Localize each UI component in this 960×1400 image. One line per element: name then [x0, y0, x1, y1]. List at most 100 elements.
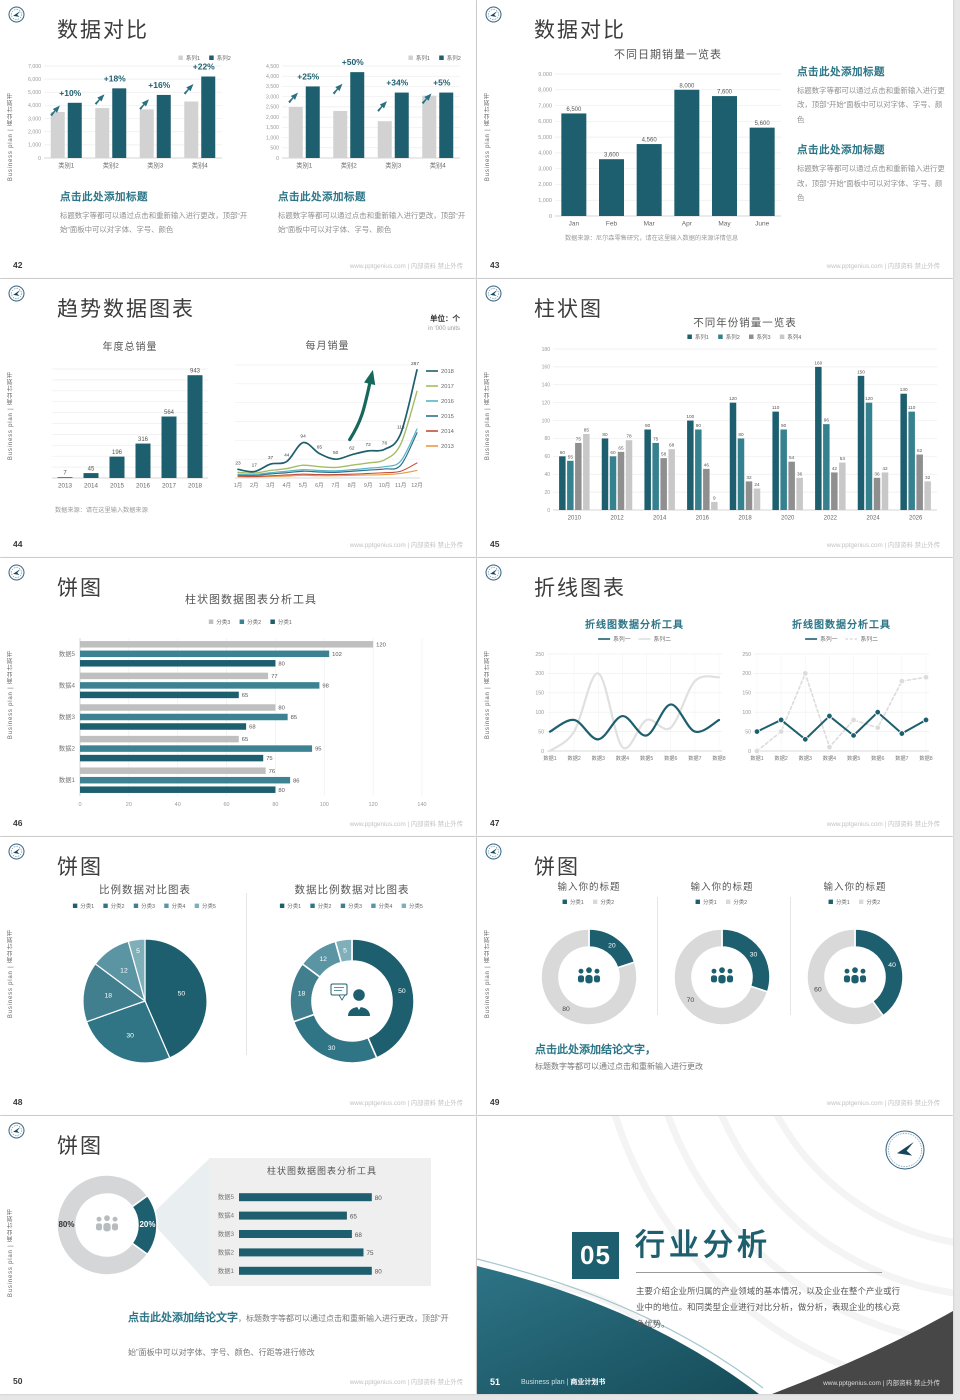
- svg-text:100: 100: [542, 418, 551, 424]
- donut-chart-40: 输入你的标题 分类1 分类2 40 60: [787, 877, 923, 1037]
- svg-text:2022: 2022: [824, 516, 838, 522]
- svg-text:80: 80: [602, 432, 608, 437]
- svg-text:输入你的标题: 输入你的标题: [690, 881, 753, 893]
- site-footer: www.pptgenius.com | 内部资料 禁止外传: [823, 1380, 940, 1387]
- svg-text:200: 200: [535, 671, 544, 677]
- svg-text:数据2: 数据2: [775, 754, 788, 762]
- svg-text:数据1: 数据1: [59, 775, 76, 784]
- page-number: 44: [13, 539, 23, 549]
- site-footer: www.pptgenius.com | 内部资料 禁止外传: [349, 1100, 463, 1107]
- svg-text:150: 150: [857, 369, 865, 374]
- svg-text:2015: 2015: [110, 483, 125, 490]
- svg-text:200: 200: [742, 671, 751, 677]
- svg-text:2016: 2016: [441, 399, 454, 405]
- horizontal-grouped-bar-chart: 柱状图数据图表分析工具 0 20 40 60 80 100 120 140 120 102 80 数据5…: [46, 590, 448, 812]
- svg-text:30: 30: [750, 951, 758, 958]
- svg-text:系列1: 系列1: [416, 54, 430, 62]
- slide-46[interactable]: Business plan | 商业计划书 饼图 柱状图数据图表分析工具 0 20 4…: [0, 558, 476, 836]
- svg-text:分类3: 分类3: [216, 618, 230, 626]
- slide-42[interactable]: Business plan | 商业计划书 数据对比 0 1,000 2,000 3,…: [0, 0, 476, 278]
- svg-text:分类1: 分类1: [278, 618, 292, 626]
- svg-text:5,600: 5,600: [755, 121, 771, 127]
- svg-text:数据8: 数据8: [919, 754, 932, 762]
- university-logo-icon: [485, 285, 502, 302]
- svg-text:18: 18: [104, 993, 112, 1000]
- svg-text:类别3: 类别3: [385, 161, 402, 170]
- monthly-sales-bar-chart: 不同日期销量一览表 0 1,000 2,000 3,000 4,000 5,000 6,000…: [527, 44, 791, 236]
- svg-text:不同日期销量一览表: 不同日期销量一览表: [614, 47, 722, 61]
- data-source-note: 数据来源：尼尔森零售研究，请在这里输入数据的来源详情信息: [565, 235, 739, 242]
- svg-text:160: 160: [542, 365, 551, 371]
- svg-text:2017: 2017: [441, 384, 454, 390]
- svg-text:100: 100: [535, 710, 544, 716]
- svg-text:+50%: +50%: [342, 57, 364, 67]
- svg-text:数据8: 数据8: [712, 754, 725, 762]
- svg-text:3,600: 3,600: [604, 153, 620, 159]
- svg-text:500: 500: [270, 146, 279, 152]
- svg-text:17: 17: [252, 463, 258, 469]
- svg-text:2018: 2018: [188, 483, 203, 490]
- svg-text:160: 160: [814, 360, 822, 365]
- svg-text:系列4: 系列4: [787, 333, 801, 341]
- slide-47[interactable]: Business plan | 商业计划书 折线图表 折线图数据分析工具 0 50 1…: [477, 558, 953, 836]
- grouped-bar-chart-left: 0 1,000 2,000 3,000 4,000 5,000 6,000 7,000 类别1 +…: [14, 50, 236, 172]
- svg-text:7,000: 7,000: [538, 103, 552, 109]
- svg-text:+10%: +10%: [59, 88, 81, 98]
- svg-text:输入你的标题: 输入你的标题: [557, 881, 620, 893]
- svg-text:70: 70: [687, 997, 695, 1004]
- section-body: 主要介绍企业所归属的产业领域的基本情况，以及企业在整个产业或行业中的地位。和同类…: [636, 1286, 900, 1329]
- svg-text:9: 9: [713, 495, 716, 500]
- svg-text:53: 53: [840, 456, 846, 461]
- donut-chart-30: 输入你的标题 分类1 分类2 30 70: [654, 877, 790, 1037]
- svg-text:564: 564: [164, 410, 175, 416]
- svg-text:3,000: 3,000: [538, 166, 552, 172]
- section-title: 行业分析: [635, 1229, 771, 1262]
- svg-text:12月: 12月: [411, 482, 423, 489]
- slide-48[interactable]: Business plan | 商业计划书 饼图 比例数据对比图表 分类1 分类2 分…: [0, 837, 476, 1115]
- svg-text:4,000: 4,000: [538, 151, 552, 157]
- slide-title: 数据对比: [57, 19, 149, 42]
- svg-text:5: 5: [343, 948, 347, 955]
- data-source-note: 数据来源：请在这里输入数据来源: [55, 507, 148, 514]
- sidebar-vertical-text: Business plan | 商业计划书: [485, 92, 491, 182]
- svg-text:系列2: 系列2: [726, 333, 740, 341]
- svg-text:40: 40: [175, 802, 181, 808]
- svg-text:80: 80: [278, 706, 284, 712]
- svg-text:78: 78: [626, 434, 632, 439]
- svg-text:37: 37: [268, 455, 274, 461]
- svg-text:196: 196: [112, 450, 123, 456]
- svg-text:8,000: 8,000: [538, 88, 552, 94]
- footer-separator: |: [566, 1379, 569, 1386]
- page-number: 50: [13, 1376, 23, 1386]
- divider-background: [477, 1116, 953, 1394]
- svg-text:Feb: Feb: [606, 221, 618, 228]
- slide-45[interactable]: Business plan | 商业计划书 柱状图 不同年份销量一览表 0 20 40…: [477, 279, 953, 557]
- university-logo-icon: [8, 843, 25, 860]
- svg-text:数据1: 数据1: [218, 1266, 235, 1275]
- slide-43[interactable]: Business plan | 商业计划书 数据对比 不同日期销量一览表 0 1,0…: [477, 0, 953, 278]
- svg-text:80: 80: [562, 1006, 570, 1013]
- svg-text:类别1: 类别1: [58, 161, 75, 170]
- site-footer: www.pptgenius.com | 内部资料 禁止外传: [349, 263, 463, 270]
- slide-44[interactable]: Business plan | 商业计划书 趋势数据图表 单位：个 in '00…: [0, 279, 476, 557]
- donut-chart: 数据比例数据对比图表 分类1 分类2 分类3 分类4 分类5 50 30 18 12 5: [252, 881, 452, 1081]
- page-number: 48: [13, 1097, 23, 1107]
- svg-text:80%: 80%: [58, 1220, 74, 1229]
- svg-text:50: 50: [538, 729, 544, 735]
- university-logo-icon: [485, 564, 502, 581]
- svg-text:类别3: 类别3: [147, 161, 164, 170]
- svg-text:分类3: 分类3: [348, 902, 362, 910]
- svg-text:75: 75: [367, 1250, 375, 1257]
- svg-text:50: 50: [333, 450, 339, 456]
- slide-50[interactable]: Business plan | 商业计划书 饼图 20% 80% 柱状图数据图表分…: [0, 1116, 476, 1394]
- sidebar-vertical-text: Business plan | 商业计划书: [485, 650, 491, 740]
- svg-text:65: 65: [317, 445, 323, 451]
- slide-51[interactable]: 05 行业分析 主要介绍企业所归属的产业领域的基本情况，以及企业在整个产业或行业…: [477, 1116, 953, 1394]
- svg-text:2013: 2013: [441, 444, 454, 450]
- svg-text:80: 80: [375, 1195, 383, 1202]
- svg-text:2015: 2015: [441, 414, 454, 420]
- svg-text:数据4: 数据4: [823, 754, 836, 762]
- slide-49[interactable]: Business plan | 商业计划书 饼图 输入你的标题 分类1 分类2 20 8…: [477, 837, 953, 1115]
- svg-text:分类1: 分类1: [703, 898, 717, 906]
